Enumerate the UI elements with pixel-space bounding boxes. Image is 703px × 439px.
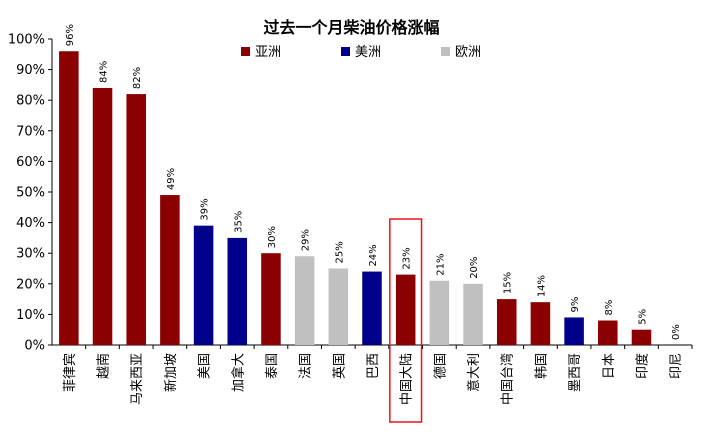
category-label: 菲律宾 xyxy=(62,353,78,392)
y-tick-label: 0% xyxy=(24,339,45,354)
y-tick-label: 70% xyxy=(16,124,45,139)
value-label: 5% xyxy=(637,309,648,325)
bar xyxy=(59,51,79,346)
legend-label: 欧洲 xyxy=(455,45,481,60)
category-label: 韩国 xyxy=(534,353,549,379)
bar xyxy=(631,329,652,345)
bar xyxy=(530,302,551,345)
bar xyxy=(92,87,113,346)
legend-label: 亚洲 xyxy=(255,45,281,60)
legend-swatch xyxy=(241,47,250,56)
category-label: 日本 xyxy=(602,353,617,379)
category-label: 新加坡 xyxy=(163,353,179,392)
category-label: 中国台湾 xyxy=(500,353,516,405)
bar xyxy=(193,225,214,345)
bar xyxy=(160,195,180,345)
y-tick-label: 40% xyxy=(16,216,45,231)
chart-title: 过去一个月柴油价格涨幅 xyxy=(263,18,440,37)
category-label: 美国 xyxy=(198,353,213,379)
value-label: 9% xyxy=(570,297,581,313)
category-label: 印尼 xyxy=(669,353,684,379)
value-label: 21% xyxy=(435,254,446,276)
y-tick-label: 50% xyxy=(16,186,45,201)
category-label: 墨西哥 xyxy=(568,353,583,392)
bar xyxy=(395,274,416,345)
y-tick-label: 10% xyxy=(16,308,45,323)
value-label: 24% xyxy=(368,244,379,266)
bar xyxy=(362,271,382,345)
value-label: 14% xyxy=(536,275,547,297)
bar xyxy=(564,317,584,345)
bar xyxy=(294,256,315,345)
category-label: 德国 xyxy=(433,353,448,379)
value-label: 0% xyxy=(671,324,682,340)
bar xyxy=(598,320,618,345)
y-tick-label: 80% xyxy=(16,94,45,109)
category-label: 越南 xyxy=(96,353,112,379)
category-label: 意大利 xyxy=(466,353,482,392)
category-label: 泰国 xyxy=(265,353,280,379)
bar xyxy=(429,280,450,345)
bar xyxy=(463,283,483,345)
value-label: 82% xyxy=(132,67,143,89)
y-tick-label: 100% xyxy=(8,33,45,48)
bar xyxy=(328,268,349,345)
value-label: 30% xyxy=(267,226,278,248)
category-label: 巴西 xyxy=(366,353,381,379)
value-label: 49% xyxy=(166,168,177,190)
bar xyxy=(496,299,517,345)
value-label: 15% xyxy=(503,272,514,294)
category-label: 法国 xyxy=(299,353,314,379)
value-label: 35% xyxy=(233,211,244,233)
value-label: 8% xyxy=(604,300,615,316)
legend-swatch xyxy=(341,47,350,56)
category-label: 加拿大 xyxy=(230,353,246,392)
bar xyxy=(227,237,248,345)
legend-swatch xyxy=(441,47,450,56)
value-label: 25% xyxy=(334,241,345,263)
value-label: 20% xyxy=(469,257,480,279)
category-label: 英国 xyxy=(332,353,347,379)
legend-label: 美洲 xyxy=(355,45,381,60)
highlight-box xyxy=(389,218,423,423)
value-label: 84% xyxy=(99,61,110,83)
category-label: 马来西亚 xyxy=(130,353,145,405)
value-label: 96% xyxy=(65,24,76,46)
y-tick-label: 60% xyxy=(16,155,45,170)
y-tick-label: 20% xyxy=(16,277,45,292)
y-tick-label: 90% xyxy=(16,63,45,78)
category-label: 中国大陆 xyxy=(399,353,415,405)
value-label: 23% xyxy=(402,247,413,269)
y-tick-label: 30% xyxy=(16,247,45,262)
bar xyxy=(126,94,146,345)
value-label: 39% xyxy=(200,198,211,220)
value-label: 29% xyxy=(301,229,312,251)
bar xyxy=(261,253,281,345)
category-label: 印度 xyxy=(634,353,650,379)
